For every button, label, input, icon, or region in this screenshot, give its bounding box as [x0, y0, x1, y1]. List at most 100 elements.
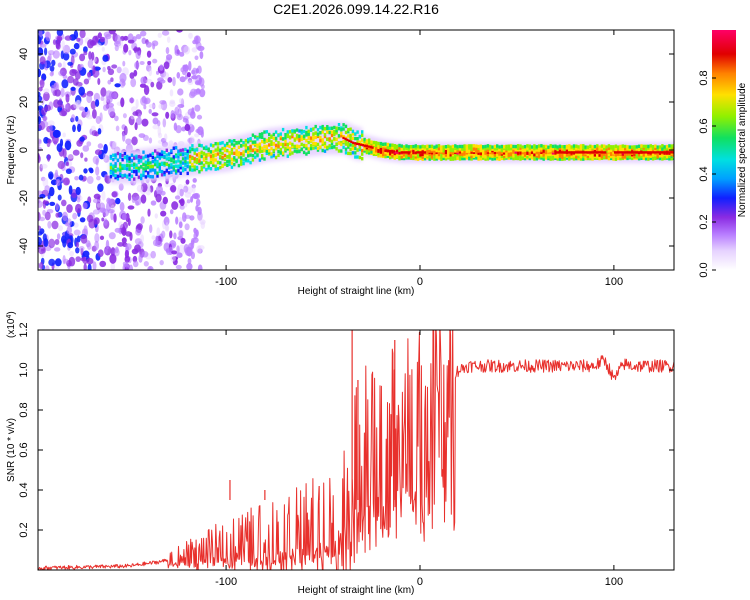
noise-blob — [141, 37, 147, 45]
ridge-cell — [226, 143, 229, 148]
ridge-cell — [314, 142, 317, 146]
ridge-cell — [154, 157, 157, 161]
ridge-cell — [163, 151, 166, 155]
ridge-cell — [288, 141, 292, 145]
ridge-cell — [335, 137, 338, 142]
ridge-cell — [503, 149, 506, 153]
colorbar-ticks: 0.00.20.40.60.8 — [698, 70, 716, 278]
ridge-cell — [610, 154, 613, 159]
ridge-cell — [496, 144, 499, 148]
core-cell — [367, 145, 370, 148]
ridge-cell — [386, 146, 389, 151]
ridge-cell — [414, 150, 417, 155]
noise-blob — [39, 78, 45, 89]
ridge-cell — [214, 164, 217, 168]
ridge-cell — [449, 147, 452, 151]
ridge-cell — [540, 150, 543, 154]
ridge-cell — [475, 150, 478, 155]
noise-blob — [197, 264, 203, 270]
ridge-cell — [449, 153, 452, 157]
colorbar: 0.00.20.40.60.8 Normalized spectral ampl… — [698, 30, 748, 278]
ridge-cell — [426, 156, 429, 160]
ridge-cell — [384, 150, 387, 155]
ridge-cell — [561, 157, 564, 161]
ridge-cell — [551, 144, 555, 149]
ridge-cell — [319, 139, 322, 143]
ridge-cell — [384, 142, 387, 146]
ridge-cell — [454, 153, 457, 157]
noise-blob — [186, 199, 191, 204]
noise-blob — [49, 201, 56, 206]
noise-blob — [97, 128, 102, 135]
noise-blob — [75, 203, 82, 214]
noise-blob — [175, 216, 179, 225]
noise-blob — [54, 247, 61, 252]
noise-blob — [93, 209, 99, 215]
noise-blob — [75, 186, 81, 196]
ridge-cell — [179, 166, 182, 170]
ridge-cell — [572, 144, 576, 148]
ridge-cell — [330, 142, 334, 146]
noise-blob — [70, 86, 76, 91]
noise-blob — [93, 217, 100, 225]
ridge-cell — [651, 153, 655, 157]
ridge-cell — [475, 148, 478, 153]
ridge-cell — [147, 171, 150, 175]
ridge-cell — [644, 148, 648, 153]
ridge-cell — [575, 152, 578, 156]
ridge-cell — [496, 153, 499, 157]
noise-blob — [54, 89, 61, 97]
ridge-cell — [461, 147, 464, 151]
ridge-cell — [109, 175, 113, 179]
ridge-cell — [144, 175, 147, 179]
ridge-cell — [193, 157, 196, 161]
ridge-cell — [212, 161, 215, 165]
ridge-cell — [644, 154, 648, 158]
ridge-cell — [156, 163, 159, 167]
noise-blob — [99, 235, 105, 240]
noise-blob — [165, 222, 169, 231]
ridge-cell — [605, 149, 608, 153]
noise-blob — [197, 45, 205, 52]
core-cell — [421, 151, 425, 154]
noise-blob — [102, 54, 109, 62]
ridge-cell — [591, 154, 594, 159]
noise-blob — [104, 175, 112, 184]
ridge-cell — [207, 164, 210, 168]
ridge-cell — [430, 155, 434, 159]
noise-blob — [164, 133, 168, 141]
ridge-cell — [261, 135, 264, 139]
noise-blob — [165, 248, 170, 253]
ridge-cell — [458, 155, 462, 159]
noise-blob — [76, 37, 81, 42]
ridge-cell — [668, 157, 671, 161]
ridge-cell — [228, 159, 231, 163]
ridge-cell — [160, 152, 164, 157]
noise-blob — [38, 231, 43, 236]
ridge-cell — [547, 149, 550, 153]
core-cell — [615, 151, 618, 154]
core-cell — [637, 151, 640, 154]
ridge-cell — [661, 153, 664, 157]
ridge-cell — [612, 147, 615, 151]
noise-blob — [179, 188, 184, 197]
noise-blob — [43, 91, 50, 102]
ridge-cell — [619, 147, 622, 151]
noise-blob — [200, 221, 206, 229]
noise-blob — [80, 152, 84, 159]
noise-blob — [73, 229, 81, 236]
ridge-cell — [126, 154, 129, 159]
ridge-cell — [656, 149, 659, 153]
noise-blob — [167, 77, 173, 83]
ridge-cell — [109, 162, 113, 167]
noise-blob — [44, 211, 51, 221]
noise-blob — [119, 223, 126, 234]
ridge-cell — [596, 155, 599, 159]
ridge-cell — [651, 145, 655, 149]
ridge-cell — [368, 141, 371, 145]
noise-blob — [58, 98, 63, 108]
ridge-cell — [219, 161, 222, 165]
ridge-cell — [312, 138, 315, 142]
ridge-cell — [163, 170, 166, 175]
noise-blob — [73, 30, 79, 40]
